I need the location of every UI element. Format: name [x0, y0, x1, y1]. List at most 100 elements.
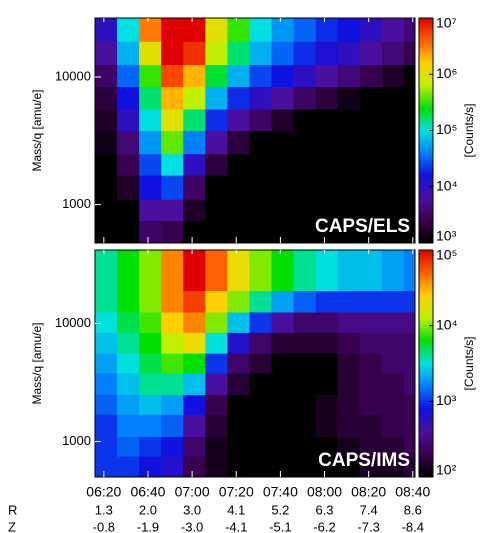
heatmap-cell [293, 290, 317, 313]
heatmap-cell [293, 41, 317, 66]
heatmap-cell [271, 64, 295, 88]
heatmap-cell [205, 373, 228, 395]
x-tick-label: 07:40 [263, 484, 298, 500]
heatmap-cell [293, 394, 317, 415]
heatmap-cell [315, 199, 339, 221]
heatmap-cell [95, 353, 118, 374]
x-tick-label: 07:20 [219, 484, 254, 500]
heatmap-cell [337, 86, 361, 110]
heatmap-cell [337, 64, 361, 88]
heatmap-cell [359, 199, 383, 221]
heatmap-cell [205, 86, 228, 110]
x-row-name: Z [8, 519, 16, 533]
x-row-value: 5.2 [271, 502, 289, 517]
heatmap-cell [293, 332, 317, 354]
heatmap-cell [249, 373, 272, 395]
heatmap-cell [249, 312, 272, 333]
heatmap-cell [139, 109, 162, 132]
heatmap-cell [381, 64, 405, 88]
heatmap-cell [337, 332, 361, 354]
heatmap-cell [381, 290, 405, 313]
heatmap-cell [403, 436, 416, 457]
heatmap-cell [359, 373, 383, 395]
heatmap-cell [227, 312, 250, 333]
heatmap-cell [183, 436, 206, 457]
x-row-value: 3.0 [183, 502, 201, 517]
heatmap-cell [205, 130, 228, 155]
heatmap-cell [139, 18, 162, 42]
heatmap-cell [227, 130, 250, 155]
x-row-value: -4.1 [225, 519, 247, 533]
heatmap-cell [337, 250, 361, 292]
heatmap-cell [271, 175, 295, 200]
heatmap-cell [381, 436, 405, 457]
heatmap-cell [183, 373, 206, 395]
heatmap-cell [337, 199, 361, 221]
heatmap-cell [161, 312, 184, 333]
heatmap-cell [359, 250, 383, 292]
x-row-value: -0.8 [93, 519, 115, 533]
heatmap-cell [117, 175, 140, 200]
heatmap-cell [293, 109, 317, 132]
heatmap-cell [227, 64, 250, 88]
colorbar-tick-label: 10⁴ [436, 177, 458, 193]
heatmap-cell [227, 353, 250, 374]
heatmap-cell [227, 290, 250, 313]
heatmap-cell [271, 353, 295, 374]
heatmap-cell [381, 394, 405, 415]
heatmap-cell [403, 353, 416, 374]
heatmap-cell [293, 130, 317, 155]
heatmap-cell [359, 153, 383, 176]
panel-title: CAPS/IMS [318, 450, 410, 471]
heatmap-cell [403, 312, 416, 333]
heatmap-cell [293, 153, 317, 176]
heatmap-cell [271, 414, 295, 438]
heatmap-cell [337, 130, 361, 155]
heatmap-cell [117, 290, 140, 313]
heatmap-cell [403, 64, 416, 88]
heatmap-cell [205, 220, 228, 244]
heatmap-cell [315, 175, 339, 200]
heatmap-cell [359, 86, 383, 110]
heatmap-cell [95, 250, 118, 292]
heatmap-cell [315, 353, 339, 374]
heatmap-cell [205, 456, 228, 478]
heatmap-cell [205, 153, 228, 176]
heatmap-cell [161, 220, 184, 244]
heatmap-cell [161, 18, 184, 42]
heatmap-cell [117, 153, 140, 176]
heatmap-cell [205, 290, 228, 313]
heatmap-cell [249, 436, 272, 457]
heatmap-cell [359, 41, 383, 66]
heatmap-cell [161, 436, 184, 457]
heatmap-cell [205, 436, 228, 457]
heatmap-cell [249, 109, 272, 132]
heatmap-cell [205, 312, 228, 333]
heatmap-cell [117, 199, 140, 221]
heatmap-cell [183, 332, 206, 354]
heatmap-cell [117, 456, 140, 478]
heatmap-cell [117, 18, 140, 42]
heatmap-cell [95, 436, 118, 457]
heatmap-cell [205, 332, 228, 354]
heatmap-cell [117, 86, 140, 110]
heatmap-cell [293, 64, 317, 88]
heatmap-cell [271, 199, 295, 221]
heatmap-cell [337, 353, 361, 374]
x-row-value: 4.1 [227, 502, 245, 517]
heatmap-cell [403, 373, 416, 395]
heatmap-cell [161, 130, 184, 155]
heatmap-cell [227, 436, 250, 457]
heatmap-cell [359, 394, 383, 415]
x-tick-label: 07:00 [175, 484, 210, 500]
colorbar-tick-label: 10⁴ [436, 316, 458, 332]
heatmap-cell [227, 41, 250, 66]
heatmap-cell [205, 199, 228, 221]
heatmap-cell [227, 199, 250, 221]
x-row-value: 6.3 [315, 502, 333, 517]
heatmap-cell [249, 456, 272, 478]
y-tick-label: 1000 [62, 433, 91, 448]
heatmap-cell [139, 436, 162, 457]
x-row-value: -8.4 [402, 519, 424, 533]
heatmap-cell [403, 332, 416, 354]
